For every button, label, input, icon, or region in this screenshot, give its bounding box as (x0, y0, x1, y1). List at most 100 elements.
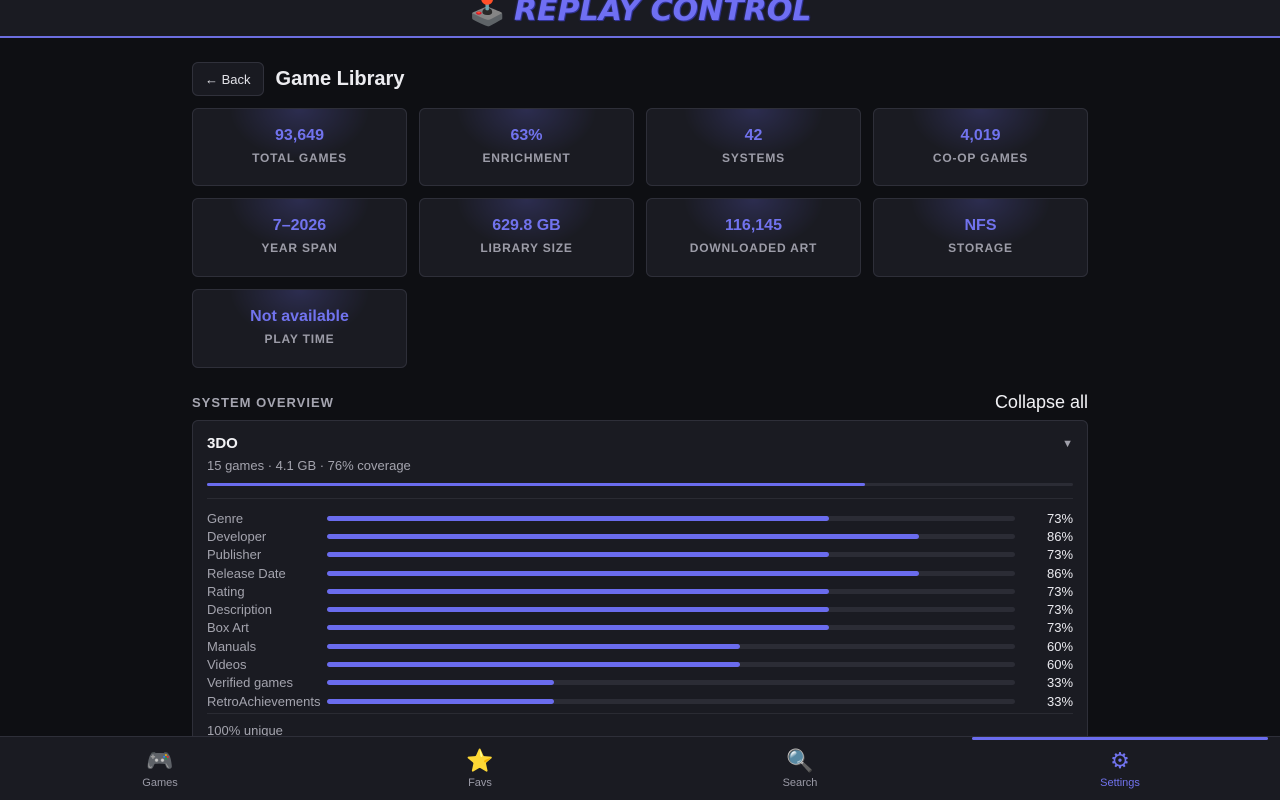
metric-row: Publisher 73% (207, 546, 1073, 564)
metric-percent: 86% (1047, 528, 1074, 544)
stat-value: NFS (964, 217, 997, 234)
system-name: 3DO (207, 435, 238, 452)
metric-label: Release Date (207, 565, 286, 581)
metric-label: Publisher (207, 547, 262, 563)
metric-percent: 33% (1047, 675, 1074, 691)
search-icon: 🔍 (786, 748, 814, 773)
stat-value: 42 (744, 127, 763, 144)
metric-bar-fill (327, 607, 830, 613)
metric-percent: 86% (1047, 565, 1074, 581)
metric-percent: 60% (1047, 638, 1074, 654)
back-button-label: ← Back (205, 71, 251, 87)
gamepad-icon: 🎮 (146, 748, 174, 773)
metric-percent: 73% (1047, 620, 1074, 636)
metric-bar (327, 698, 1015, 704)
main-content: ← Back Game Library 93,649 TOTAL GAMES 6… (192, 62, 1088, 750)
stat-value: 7–2026 (272, 217, 327, 234)
metric-bar-fill (327, 698, 555, 704)
star-icon: ⭐ (466, 748, 494, 773)
metric-label: Videos (207, 657, 247, 673)
metric-bar (327, 588, 1015, 594)
coverage-bar (207, 483, 1073, 486)
system-overview-header: SYSTEM OVERVIEW Collapse all (192, 390, 1088, 414)
joystick-pc-icon: 🕹️ (468, 0, 506, 27)
stat-label: STORAGE (948, 241, 1013, 255)
back-button[interactable]: ← Back (192, 62, 264, 96)
system-card-3do[interactable]: 3DO ▼ 15 games · 4.1 GB · 76% coverage G… (192, 420, 1088, 750)
stat-card-library-size: 629.8 GB LIBRARY SIZE (419, 198, 634, 277)
metric-bar-fill (327, 515, 830, 521)
stat-value: 63% (510, 127, 543, 144)
metric-bar (327, 552, 1015, 558)
stat-value: 116,145 (725, 217, 782, 234)
nav-label: Games (142, 777, 178, 789)
metric-label: Rating (207, 583, 245, 599)
metric-row: Developer 86% (207, 527, 1073, 545)
metric-row: Description 73% (207, 600, 1073, 618)
stat-label: PLAY TIME (264, 332, 335, 346)
coverage-bar-fill (207, 483, 866, 486)
nav-label: Search (782, 777, 818, 789)
metric-bar-fill (327, 680, 555, 686)
metric-bar-fill (327, 552, 830, 558)
stat-label: YEAR SPAN (261, 241, 338, 255)
metric-label: Manuals (207, 638, 257, 654)
metric-bar (327, 643, 1015, 649)
stat-value: 93,649 (275, 127, 324, 144)
active-tab-indicator (972, 737, 1268, 740)
metric-bar (327, 662, 1015, 668)
metric-label: Description (207, 602, 273, 618)
metric-label: RetroAchievements (207, 693, 321, 709)
stat-value: 629.8 GB (492, 217, 561, 234)
metric-bar-fill (327, 625, 830, 631)
nav-item-settings[interactable]: ⚙ Settings (960, 737, 1280, 800)
metric-label: Genre (207, 510, 244, 526)
stat-card-total-games: 93,649 TOTAL GAMES (192, 108, 407, 186)
stat-card-downloaded-art: 116,145 DOWNLOADED ART (646, 198, 861, 277)
section-title: SYSTEM OVERVIEW (192, 394, 334, 410)
stat-card-systems: 42 SYSTEMS (646, 108, 861, 186)
nav-item-favs[interactable]: ⭐ Favs (320, 737, 640, 800)
metric-bar-fill (327, 588, 830, 594)
metric-row: Genre 73% (207, 509, 1073, 527)
metric-bar (327, 680, 1015, 686)
nav-item-search[interactable]: 🔍 Search (640, 737, 960, 800)
logo-text: REPLAY CONTROL (513, 0, 812, 28)
system-card-header[interactable]: 3DO ▼ (207, 435, 1073, 452)
app-header: 🕹️ REPLAY CONTROL (0, 0, 1280, 38)
metric-percent: 60% (1047, 657, 1074, 673)
nav-item-games[interactable]: 🎮 Games (0, 737, 320, 800)
stat-value: Not available (250, 308, 349, 325)
system-summary: 15 games · 4.1 GB · 76% coverage (207, 458, 411, 473)
nav-label: Favs (468, 777, 492, 789)
stat-card-year-span: 7–2026 YEAR SPAN (192, 198, 407, 277)
stat-label: ENRICHMENT (482, 151, 571, 165)
stat-value: 4,019 (960, 127, 1001, 144)
stat-card-enrichment: 63% ENRICHMENT (419, 108, 634, 186)
metric-label: Verified games (207, 675, 293, 691)
metric-label: Box Art (207, 620, 249, 636)
page-title: Game Library (275, 67, 405, 90)
metric-row: Release Date 86% (207, 564, 1073, 582)
metric-bar (327, 570, 1015, 576)
metric-percent: 73% (1047, 602, 1074, 618)
nav-label: Settings (1100, 777, 1140, 789)
metric-row: Manuals 60% (207, 637, 1073, 655)
stat-card-storage: NFS STORAGE (873, 198, 1088, 277)
divider (207, 713, 1073, 715)
unique-text: 100% unique (207, 723, 283, 739)
collapse-all-button[interactable]: Collapse all (994, 391, 1088, 412)
stat-label: DOWNLOADED ART (689, 241, 818, 255)
stat-label: TOTAL GAMES (252, 151, 347, 165)
metric-bar-fill (327, 533, 919, 539)
app-logo[interactable]: 🕹️ REPLAY CONTROL (469, 0, 812, 26)
stats-grid: 93,649 TOTAL GAMES 63% ENRICHMENT 42 SYS… (192, 108, 1088, 368)
metric-row: Videos 60% (207, 655, 1073, 673)
metric-row: RetroAchievements 33% (207, 692, 1073, 710)
stat-card-coop-games: 4,019 CO-OP GAMES (873, 108, 1088, 186)
metric-row: Rating 73% (207, 582, 1073, 600)
stat-label: LIBRARY SIZE (480, 241, 573, 255)
chevron-down-icon[interactable]: ▼ (1062, 437, 1073, 450)
metrics-list: Genre 73% Developer 86% Publisher 73% Release … (207, 509, 1073, 710)
metric-bar-fill (327, 643, 740, 649)
